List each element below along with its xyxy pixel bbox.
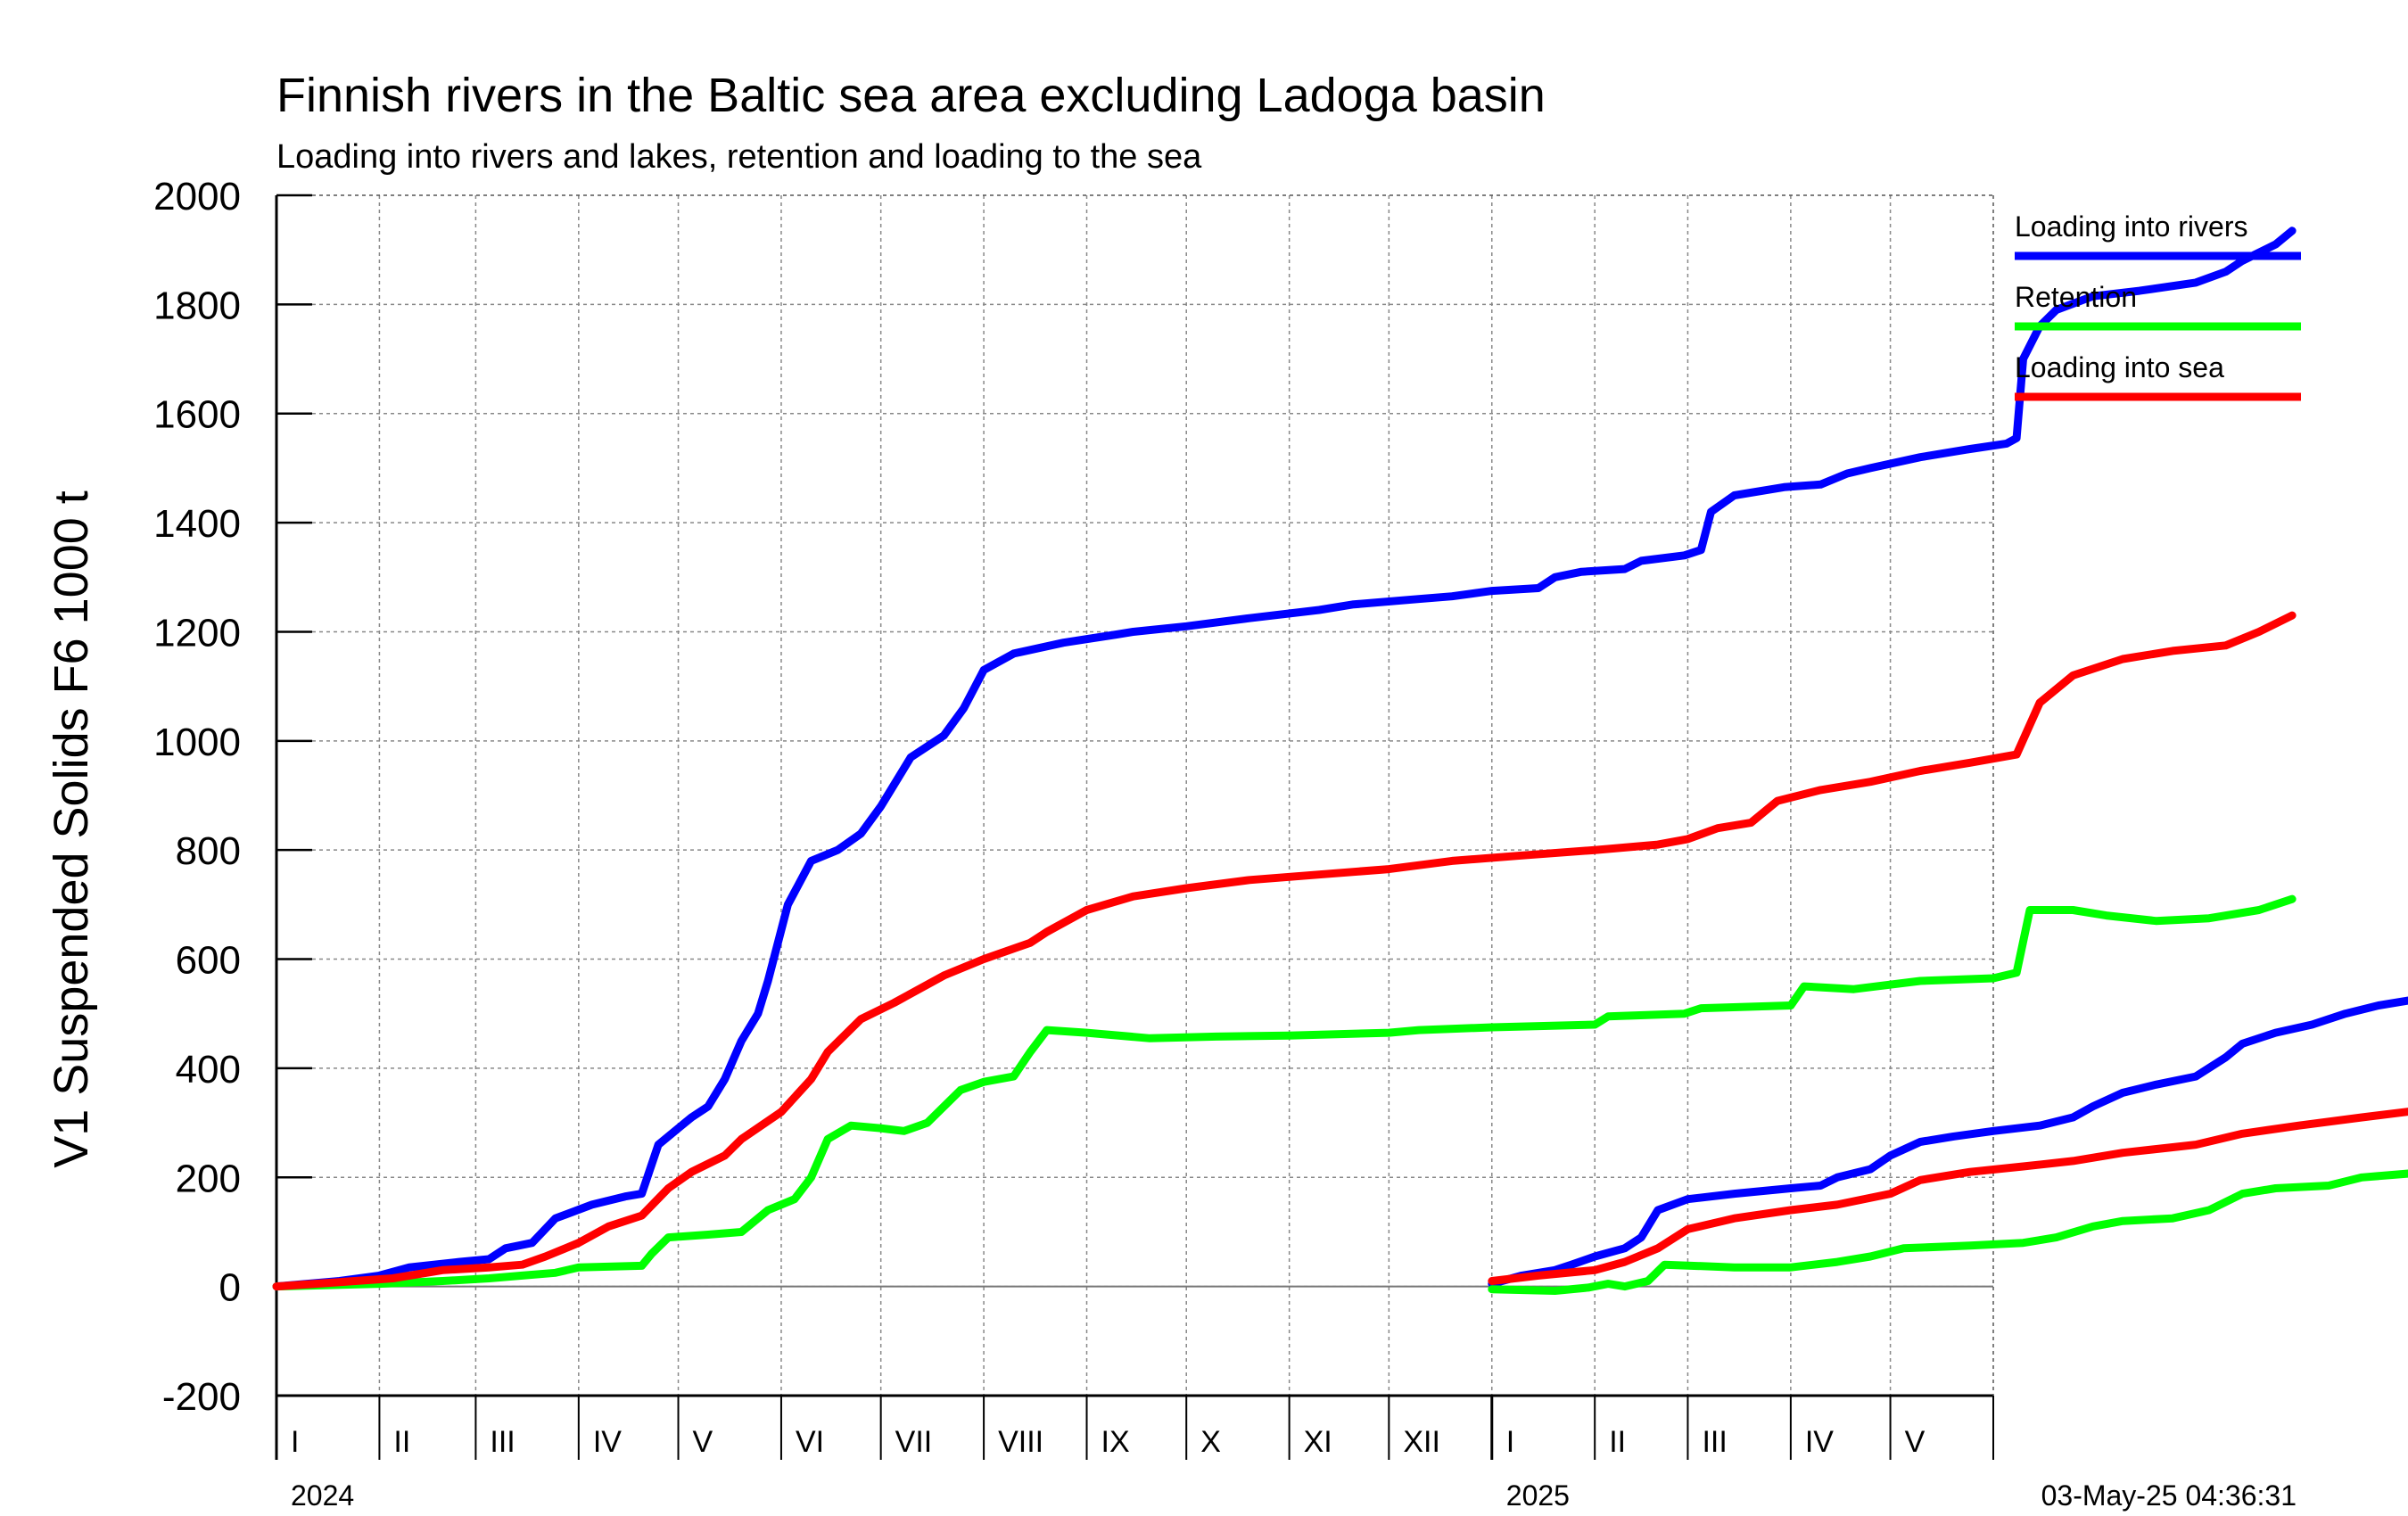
series-line-retention — [272, 894, 2297, 1291]
year-label: 2025 — [1506, 1479, 1570, 1512]
timestamp: 03-May-25 04:36:31 — [2041, 1479, 2297, 1512]
y-tick-label: 1000 — [153, 721, 241, 764]
month-label: IV — [1805, 1425, 1834, 1459]
chart-subtitle: Loading into rivers and lakes, retention… — [276, 138, 1202, 176]
month-label: I — [1506, 1425, 1514, 1459]
y-tick-labels: -200 0 200 400 600 800 1000 1200 1400 1600 1800 200… — [153, 175, 241, 1419]
month-label: IX — [1101, 1425, 1130, 1459]
month-label: V — [1905, 1425, 1926, 1459]
y-tick-label: 1400 — [153, 502, 241, 546]
y-tick-label: 1800 — [153, 284, 241, 327]
y-tick-label: 600 — [176, 939, 241, 983]
month-label: XI — [1304, 1425, 1332, 1459]
series-line-loading-into-sea — [1488, 1108, 2408, 1285]
y-tick-label: 800 — [176, 829, 241, 873]
month-label: X — [1200, 1425, 1221, 1459]
plot-area — [272, 227, 2408, 1295]
legend-label: Retention — [2015, 281, 2137, 313]
series-line-retention — [1488, 1169, 2408, 1295]
month-label: V — [693, 1425, 713, 1459]
legend-label: Loading into rivers — [2015, 210, 2247, 243]
month-label: III — [490, 1425, 515, 1459]
legend-label: Loading into sea — [2015, 351, 2224, 383]
legend: Loading into rivers Retention Loading into… — [2015, 210, 2301, 401]
y-tick-label: 0 — [219, 1266, 241, 1310]
series-line-loading-into-rivers — [1488, 996, 2408, 1289]
month-label: IV — [593, 1425, 622, 1459]
month-label: III — [1702, 1425, 1727, 1459]
month-label: XII — [1403, 1425, 1440, 1459]
y-tick-label: 400 — [176, 1048, 241, 1092]
y-tick-label: 2000 — [153, 175, 241, 218]
grid — [276, 195, 1993, 1396]
month-label: VII — [895, 1425, 933, 1459]
axes — [275, 194, 1994, 1460]
series-line-loading-into-sea — [272, 611, 2297, 1291]
y-axis-label: V1 Suspended Solids F6 1000 t — [45, 490, 98, 1168]
chart-title: Finnish rivers in the Baltic sea area ex… — [276, 69, 1546, 122]
series-line-loading-into-rivers — [272, 227, 2297, 1291]
y-tick-label: 1600 — [153, 393, 241, 437]
y-tick-label: 1200 — [153, 611, 241, 655]
year-label: 2024 — [291, 1479, 354, 1512]
month-label: II — [1609, 1425, 1626, 1459]
month-label: I — [291, 1425, 299, 1459]
y-tick-label: 200 — [176, 1157, 241, 1200]
month-label: VIII — [998, 1425, 1043, 1459]
month-label: II — [393, 1425, 410, 1459]
y-tick-label: -200 — [162, 1375, 241, 1419]
month-label: VI — [796, 1425, 824, 1459]
